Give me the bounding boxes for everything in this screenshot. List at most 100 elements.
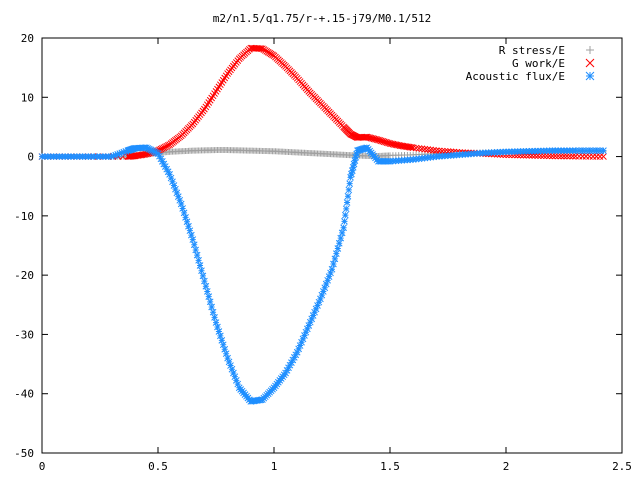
sample-point [187, 231, 195, 239]
data-point [433, 147, 440, 154]
sample-point [232, 377, 240, 384]
sample-point [435, 147, 443, 155]
sample-point [286, 361, 294, 369]
sample-point [163, 165, 171, 173]
sample-point [540, 152, 548, 160]
sample-point [303, 325, 311, 333]
sample-point [208, 303, 216, 311]
sample-point [314, 302, 321, 309]
sample-point [373, 156, 381, 163]
sample-point [586, 147, 593, 154]
sample-point [346, 180, 354, 187]
sample-point [582, 147, 590, 154]
data-point [600, 147, 607, 154]
sample-point [156, 152, 163, 160]
data-point [166, 171, 173, 178]
sample-point [430, 146, 437, 154]
sample-point [593, 147, 600, 154]
legend-label: Acoustic flux/E [466, 70, 565, 83]
sample-point [537, 152, 545, 160]
sample-point [169, 178, 176, 186]
y-tick-label: 10 [21, 91, 34, 104]
sample-point [164, 142, 172, 149]
sample-point [543, 152, 550, 160]
data-point [189, 236, 197, 243]
sample-point [546, 152, 553, 160]
sample-point [222, 350, 230, 358]
sample-point [215, 328, 223, 335]
sample-point [105, 153, 113, 160]
sample-point [225, 358, 233, 366]
sample-point [147, 146, 155, 154]
sample-point [219, 341, 227, 349]
sample-point [298, 338, 305, 346]
sample-point [198, 267, 205, 275]
sample-point [176, 196, 184, 204]
sample-point [596, 147, 604, 154]
sample-point [203, 288, 211, 295]
sample-point [476, 149, 484, 157]
sample-point [359, 133, 367, 141]
sample-point [182, 213, 189, 221]
plot-frame [41, 37, 623, 454]
x-tick-label: 0 [39, 460, 46, 473]
sample-point [196, 262, 204, 269]
sample-point [383, 139, 391, 146]
sample-point [174, 193, 182, 200]
data-point [154, 150, 162, 157]
sample-point [348, 170, 355, 178]
sample-point [412, 144, 420, 152]
sample-point [330, 260, 337, 268]
sample-point [318, 291, 326, 299]
sample-point [311, 308, 318, 316]
sample-point [186, 227, 194, 235]
sample-point [325, 273, 333, 280]
sample-point [145, 145, 153, 153]
sample-point [231, 373, 239, 381]
data-point [201, 277, 208, 285]
sample-point [285, 364, 292, 372]
sample-point [122, 148, 130, 155]
sample-point [554, 152, 562, 160]
axis-ticks: 0 0.5 1 1.5 2 2.5 20 10 0 -10 -20 -30 -40 -50 [14, 32, 632, 473]
legend-label: R stress/E [499, 44, 565, 57]
sample-point [348, 167, 356, 175]
sample-point [372, 135, 379, 143]
sample-point [352, 153, 360, 161]
sample-point [302, 328, 310, 336]
sample-point [112, 151, 120, 159]
sample-point [199, 272, 207, 280]
x-tick-label: 2 [503, 460, 510, 473]
sample-point [205, 293, 213, 300]
sample-point [211, 314, 218, 321]
sample-point [120, 148, 128, 156]
sample-point [173, 189, 181, 197]
sample-point [319, 288, 327, 295]
data-point [293, 348, 301, 356]
sample-point [321, 284, 329, 292]
sample-point [289, 356, 297, 364]
sample-point [312, 305, 320, 313]
sample-point [283, 367, 291, 374]
sample-point [575, 147, 583, 154]
sample-point [190, 241, 198, 249]
sample-point [114, 150, 122, 158]
x-tick-label: 0.5 [148, 460, 168, 473]
sample-point [160, 160, 168, 168]
sample-point [211, 90, 218, 97]
sample-point [144, 145, 152, 152]
sample-point [430, 153, 437, 161]
sample-point [344, 192, 352, 200]
series-star [38, 144, 607, 405]
data-point [212, 319, 220, 326]
chart-title: m2/n1.5/q1.75/r-+.15-j79/M0.1/512 [213, 12, 432, 25]
sample-point [195, 256, 202, 264]
sample-point [170, 182, 178, 189]
sample-point [322, 280, 330, 288]
sample-point [421, 145, 429, 153]
sample-point [522, 147, 530, 155]
sample-point [230, 369, 237, 377]
sample-point [292, 351, 300, 359]
sample-point [569, 147, 577, 154]
